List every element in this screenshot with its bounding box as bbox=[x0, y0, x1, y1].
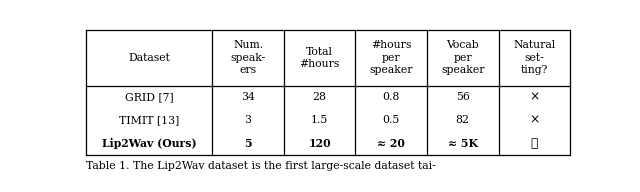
Text: Num.
speak-
ers: Num. speak- ers bbox=[230, 40, 266, 75]
Text: Vocab
per
speaker: Vocab per speaker bbox=[441, 40, 484, 75]
Text: ×: × bbox=[529, 114, 540, 127]
Text: Table 1. The Lip2Wav dataset is the first large-scale dataset tai-: Table 1. The Lip2Wav dataset is the firs… bbox=[86, 161, 436, 170]
Text: Total
#hours: Total #hours bbox=[300, 47, 340, 69]
Text: 28: 28 bbox=[313, 92, 326, 102]
Text: ≈ 5K: ≈ 5K bbox=[448, 138, 477, 149]
Text: ✓: ✓ bbox=[531, 137, 538, 150]
Text: Dataset: Dataset bbox=[128, 53, 170, 63]
Text: 1.5: 1.5 bbox=[311, 115, 328, 125]
Text: ≈ 20: ≈ 20 bbox=[377, 138, 405, 149]
Text: TIMIT [13]: TIMIT [13] bbox=[119, 115, 179, 125]
Text: Natural
set-
ting?: Natural set- ting? bbox=[513, 40, 556, 75]
Text: 120: 120 bbox=[308, 138, 331, 149]
Text: 0.8: 0.8 bbox=[383, 92, 400, 102]
Text: 3: 3 bbox=[244, 115, 252, 125]
Text: 5: 5 bbox=[244, 138, 252, 149]
Text: #hours
per
speaker: #hours per speaker bbox=[369, 40, 413, 75]
Text: 82: 82 bbox=[456, 115, 470, 125]
Text: Lip2Wav (Ours): Lip2Wav (Ours) bbox=[102, 138, 196, 149]
Text: 34: 34 bbox=[241, 92, 255, 102]
Text: ×: × bbox=[529, 91, 540, 104]
Text: 56: 56 bbox=[456, 92, 470, 102]
Text: GRID [7]: GRID [7] bbox=[125, 92, 173, 102]
Text: 0.5: 0.5 bbox=[383, 115, 400, 125]
